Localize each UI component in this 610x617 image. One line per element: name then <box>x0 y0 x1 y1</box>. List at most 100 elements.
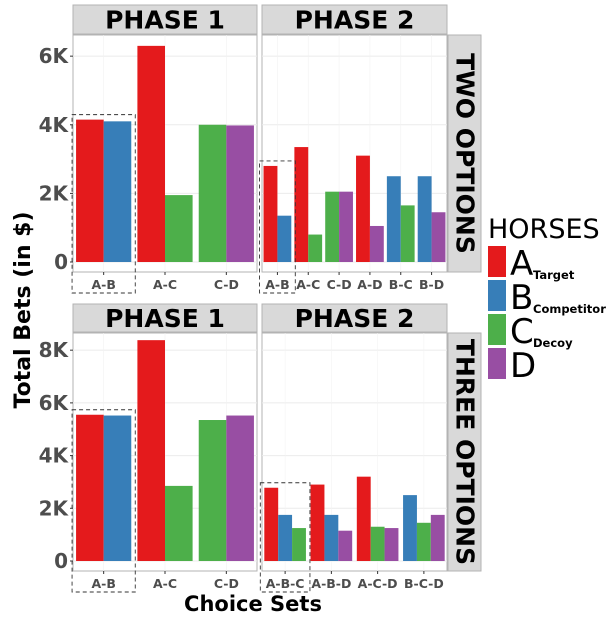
bar-a <box>264 487 279 561</box>
panel-background <box>261 34 448 273</box>
panel <box>72 332 258 572</box>
x-tick-label: C-D <box>214 576 239 591</box>
legend-item-c: C Decoy <box>488 312 573 352</box>
x-axis-title: Choice Sets <box>184 592 322 616</box>
y-tick-label: 4K <box>39 444 70 468</box>
bar-a <box>356 155 370 262</box>
axes: A-B A-C C-D 0 2K 4K 6K A-B A-C C-D A-D B-C B-D A-B A-C… <box>39 44 444 593</box>
bars <box>263 147 446 262</box>
legend-item-b: B Competitor <box>488 278 606 318</box>
facet-strip-row <box>447 34 482 273</box>
bar-d <box>226 125 254 262</box>
bar-d <box>369 225 384 262</box>
legend-item-a: A Target <box>488 244 575 284</box>
facet-strip-column <box>261 4 448 35</box>
bar-b <box>417 176 432 262</box>
bar-c <box>165 485 193 561</box>
x-tick-label: A-B-D <box>311 576 351 591</box>
bar-d <box>226 415 254 561</box>
facet-strip-label: PHASE 2 <box>295 304 415 333</box>
y-tick-label: 8K <box>39 338 70 362</box>
x-tick-label: A-C <box>296 277 320 292</box>
panel <box>261 34 448 273</box>
x-tick-label: C-D <box>327 277 352 292</box>
bar-a <box>137 340 165 561</box>
panels <box>72 34 448 572</box>
bar-b <box>103 121 132 262</box>
x-tick-label: A-B-C <box>266 576 305 591</box>
y-tick-label: 2K <box>39 181 70 205</box>
x-tick-label: A-C <box>153 576 177 591</box>
legend-item-d: D <box>488 346 536 386</box>
bar-c <box>198 124 227 263</box>
panel <box>261 332 448 572</box>
panel <box>72 34 258 273</box>
bar-d <box>384 528 399 561</box>
facet-strip-label: PHASE 1 <box>105 6 225 35</box>
bar-a <box>76 119 104 262</box>
bar-d <box>339 191 353 262</box>
bar-c <box>370 526 385 561</box>
facet-strip-label: PHASE 2 <box>295 6 415 35</box>
bars <box>76 340 254 561</box>
bar-b <box>278 514 293 561</box>
legend-label: D <box>510 346 536 386</box>
bar-b <box>386 176 401 262</box>
x-tick-label: C-D <box>214 277 239 292</box>
x-tick-label: A-C <box>153 277 177 292</box>
facet-strip-label: PHASE 1 <box>105 304 225 333</box>
highlight-box <box>71 409 136 593</box>
x-tick-label: B-C <box>389 277 413 292</box>
legend-label: B <box>510 278 533 318</box>
y-tick-label: 4K <box>39 113 70 137</box>
bar-c <box>198 420 227 561</box>
bar-c <box>308 234 323 262</box>
legend-label: A <box>510 244 533 284</box>
bar-d <box>338 530 353 561</box>
facet-strips: PHASE 1 PHASE 2 PHASE 1 PHASE 2 TWO OPTIONS T… <box>72 4 482 572</box>
bar-b <box>403 495 417 561</box>
bar-b <box>103 415 132 561</box>
bar-b <box>277 215 292 262</box>
bar-c <box>400 205 415 262</box>
bars <box>264 476 445 561</box>
facet-strip-column <box>72 303 258 333</box>
bar-d <box>431 212 446 262</box>
bar-c <box>416 522 431 561</box>
legend-subscript: Target <box>533 268 575 282</box>
x-tick-label: A-C-D <box>358 576 398 591</box>
bar-b <box>324 514 339 561</box>
y-axis-title: Total Bets (in $) <box>11 211 36 408</box>
facet-strip-label: THREE OPTIONS <box>451 339 480 565</box>
facet-strip-column <box>261 303 448 333</box>
bar-c <box>165 195 193 262</box>
facet-strip-column <box>72 4 258 35</box>
x-tick-label: B-D <box>419 277 444 292</box>
x-tick-label: A-B <box>265 277 289 292</box>
bars <box>76 45 254 263</box>
highlight-box <box>259 482 311 593</box>
bar-a <box>310 484 325 561</box>
legend-title: HORSES <box>488 214 600 245</box>
legend-swatch <box>488 314 506 345</box>
y-tick-label: 0 <box>54 549 68 573</box>
legend-swatch <box>488 280 506 311</box>
x-tick-label: A-B <box>91 277 115 292</box>
y-tick-label: 6K <box>39 391 70 415</box>
bar-a <box>356 476 371 561</box>
bar-c <box>292 528 306 561</box>
bar-d <box>430 514 445 561</box>
legend-swatch <box>488 246 506 277</box>
legend-swatch <box>488 348 506 379</box>
bar-c <box>325 191 340 262</box>
bar-a <box>294 147 309 262</box>
y-tick-label: 0 <box>54 250 68 274</box>
bar-a <box>137 45 165 262</box>
highlight-box <box>259 160 296 294</box>
legend-subscript: Decoy <box>533 336 573 350</box>
facet-strip-row <box>447 332 482 572</box>
y-tick-label: 6K <box>39 44 70 68</box>
bar-a <box>263 165 278 262</box>
